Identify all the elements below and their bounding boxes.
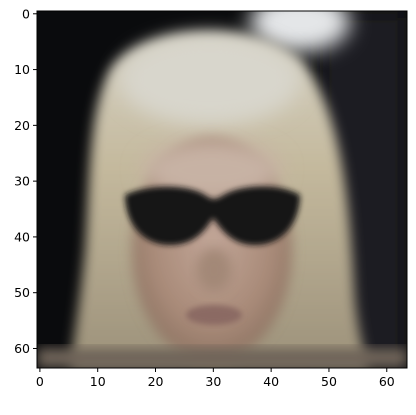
y-tick-label: 0 [22,6,30,21]
bright-blob [250,11,350,52]
sunglasses [125,186,300,245]
forehead [142,140,282,200]
y-tick-label: 30 [14,174,30,189]
x-tick-label: 40 [263,374,279,389]
y-axis: 0 10 20 30 40 50 60 [14,6,37,356]
x-tick-label: 0 [36,374,44,389]
mouth [186,305,242,325]
y-tick-label: 60 [14,341,30,356]
x-axis: 0 10 20 30 40 50 60 [36,368,395,389]
hair-highlight [120,35,300,125]
x-tick-label: 30 [205,374,221,389]
x-tick-label: 50 [321,374,337,389]
photo [37,11,407,368]
x-tick-label: 10 [90,374,106,389]
nose [196,248,232,292]
x-tick-label: 60 [379,374,395,389]
bottom-area [37,348,407,368]
y-tick-label: 10 [14,62,30,77]
y-tick-label: 50 [14,285,30,300]
y-tick-label: 40 [14,229,30,244]
plot-frame [36,10,408,369]
y-tick-label: 20 [14,118,30,133]
x-tick-label: 20 [148,374,164,389]
